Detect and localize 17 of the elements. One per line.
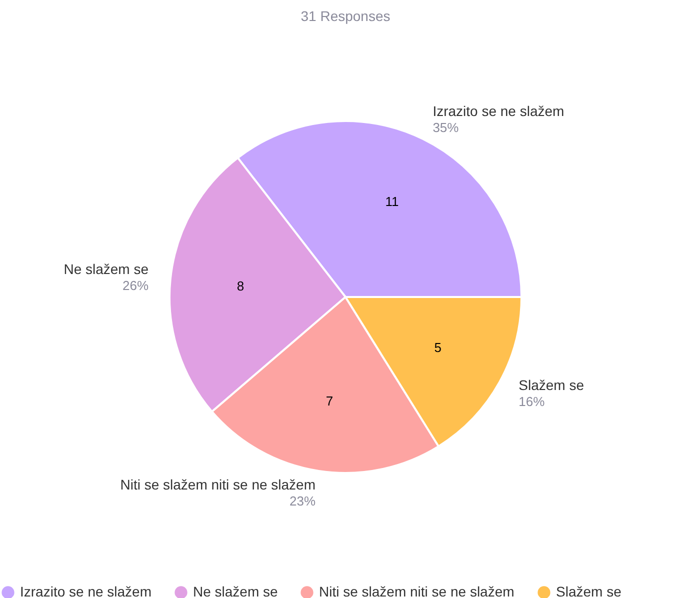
- legend-label: Niti se slažem niti se ne slažem: [319, 583, 514, 598]
- legend-label: Slažem se: [556, 583, 622, 598]
- data-label: 8: [236, 278, 244, 294]
- legend-label: Izrazito se ne slažem: [20, 583, 152, 598]
- text: 26%: [122, 278, 149, 293]
- slice-label: Izrazito se ne slažem: [432, 103, 564, 120]
- text: 23%: [289, 494, 316, 509]
- data-label: 11: [385, 194, 399, 210]
- slice-label: Ne slažem se: [64, 260, 149, 277]
- slice-label: Slažem se: [518, 377, 584, 394]
- slice-label: Niti se slažem niti se ne slažem: [120, 476, 316, 493]
- chart-title: 31 Responses: [300, 8, 390, 24]
- data-label: 7: [326, 393, 334, 408]
- text: 16%: [518, 394, 545, 410]
- legend-label: Ne slažem se: [193, 583, 278, 598]
- text: 35%: [432, 120, 459, 136]
- data-label: 5: [434, 340, 442, 356]
